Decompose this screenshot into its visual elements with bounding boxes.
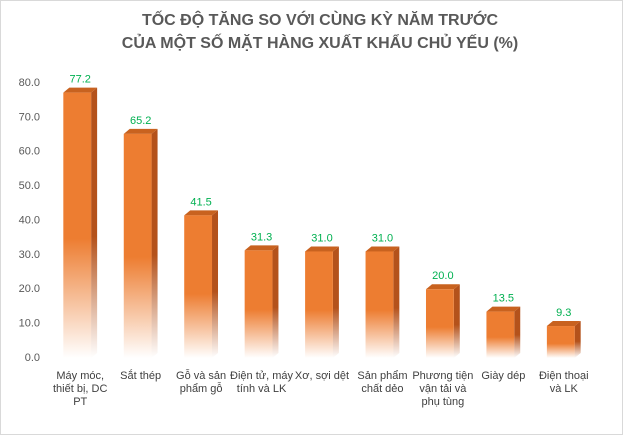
- y-tick-label: 10.0: [19, 318, 40, 330]
- data-label: 31.0: [372, 232, 393, 244]
- bar-top: [63, 87, 98, 93]
- bar-side: [514, 306, 521, 358]
- y-tick-label: 20.0: [19, 283, 40, 295]
- y-tick-label: 40.0: [19, 214, 40, 226]
- bar-top: [305, 246, 339, 252]
- bar-side: [212, 210, 219, 358]
- bar-side: [151, 128, 158, 358]
- y-tick-label: 50.0: [19, 180, 40, 192]
- bar: [184, 215, 213, 358]
- x-tick-label: Điện tử, máy tính và LK: [230, 370, 294, 395]
- x-tick-label: Giày dép: [481, 370, 526, 382]
- bar-side: [272, 245, 279, 358]
- y-tick-label: 30.0: [19, 249, 40, 261]
- x-tick-label: Máy móc, thiết bị, DC PT: [53, 370, 108, 408]
- bar-top: [184, 210, 219, 216]
- bar: [305, 251, 333, 358]
- y-tick-label: 0.0: [25, 352, 40, 364]
- bar: [365, 251, 394, 358]
- bar-side: [332, 246, 339, 358]
- bar: [123, 133, 152, 358]
- x-tick-label: Sắt thép: [120, 370, 162, 382]
- bar-top: [244, 245, 279, 251]
- y-tick-label: 60.0: [19, 146, 40, 158]
- data-label: 9.3: [556, 307, 571, 319]
- bar-top: [546, 321, 581, 327]
- bar-side: [91, 87, 98, 358]
- bar: [546, 326, 575, 358]
- bar-top: [365, 246, 400, 252]
- x-tick-label: Gỗ và sản phẩm gỗ: [176, 370, 227, 395]
- data-label: 77.2: [70, 74, 91, 86]
- bar-top: [123, 128, 158, 134]
- y-tick-label: 70.0: [19, 111, 40, 123]
- bar-top: [425, 284, 460, 290]
- chart-title: CỦA MỘT SỐ MẶT HÀNG XUẤT KHẨU CHỦ YẾU (%…: [122, 32, 518, 52]
- data-label: 31.3: [251, 231, 272, 243]
- bar-side: [393, 246, 400, 358]
- data-label: 65.2: [130, 115, 151, 127]
- data-label: 13.5: [493, 293, 514, 305]
- data-label: 20.0: [432, 270, 453, 282]
- data-label: 41.5: [190, 196, 211, 208]
- x-tick-label: Xơ, sợi dệt: [294, 370, 350, 382]
- bar: [425, 289, 454, 358]
- bar-side: [574, 321, 581, 358]
- bar-side: [453, 284, 460, 358]
- data-label: 31.0: [311, 232, 332, 244]
- y-tick-label: 80.0: [19, 77, 40, 89]
- bar: [63, 92, 92, 358]
- x-tick-label: Phương tiện vận tải và phụ tùng: [412, 370, 474, 408]
- bar: [486, 311, 515, 358]
- bar: [244, 250, 273, 358]
- chart-title: TỐC ĐỘ TĂNG SO VỚI CÙNG KỲ NĂM TRƯỚC: [142, 9, 499, 29]
- bar-top: [486, 306, 521, 312]
- x-tick-label: Điện thoại và LK: [538, 370, 589, 395]
- x-tick-label: Sản phẩm chất dẻo: [357, 370, 408, 395]
